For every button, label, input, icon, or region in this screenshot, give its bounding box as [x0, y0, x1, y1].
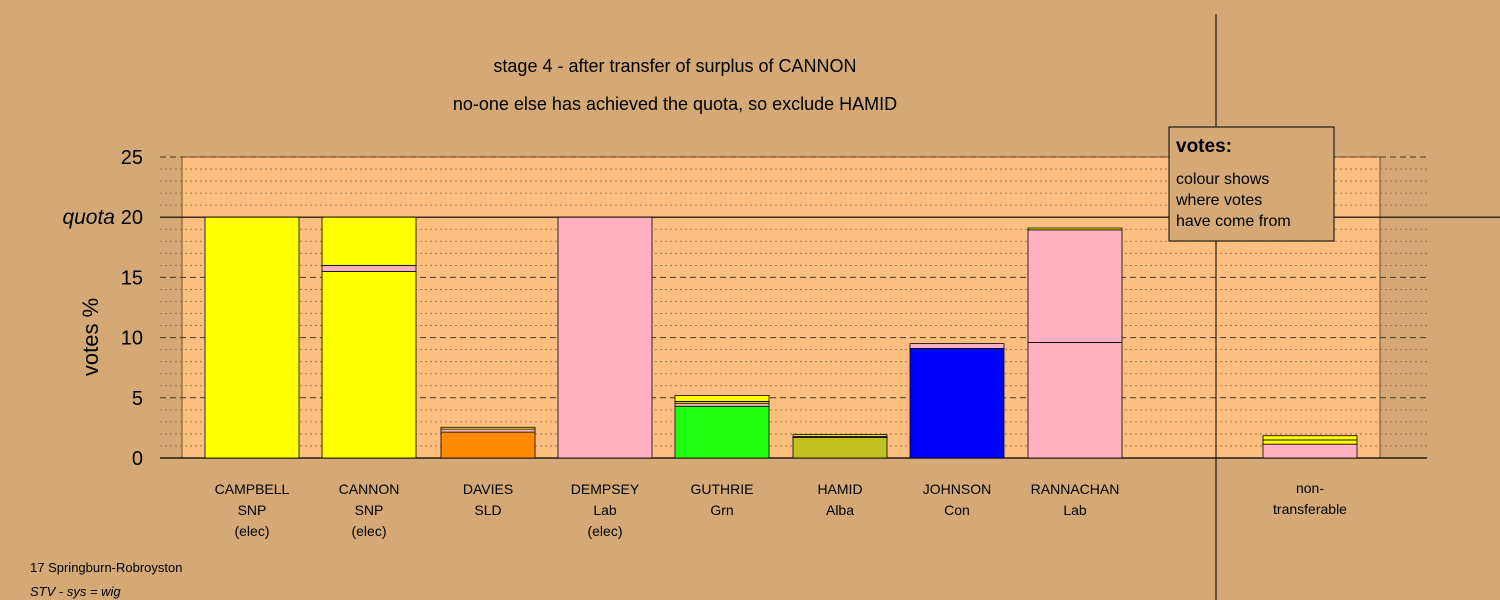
bar-segment	[321, 264, 417, 272]
bar-johnson	[909, 343, 1005, 459]
bar-segment	[674, 394, 770, 402]
x-label-johnson: JOHNSON	[923, 481, 991, 497]
bar-segment	[792, 437, 888, 459]
footer-system: STV - sys = wig	[30, 584, 121, 599]
legend-title: votes:	[1176, 136, 1232, 157]
y-tick-label: 25	[121, 147, 143, 169]
y-tick-label: 5	[132, 388, 143, 410]
x-label-dempsey: Lab	[593, 502, 617, 518]
y-tick-label: 20	[121, 207, 143, 229]
x-label-campbell: (elec)	[234, 523, 269, 539]
bar-segment	[440, 431, 536, 459]
bar-guthrie	[674, 394, 770, 459]
legend-box	[1168, 126, 1335, 242]
bar-segment	[1027, 229, 1123, 343]
x-label-davies: DAVIES	[463, 481, 513, 497]
x-labels: CAMPBELL SNP (elec) CANNON SNP (elec) DAVIES SL…	[215, 480, 1348, 539]
y-ticks: 0 5 10 15 20 25 quota	[62, 147, 143, 470]
legend-line-3: have come from	[1176, 213, 1291, 230]
x-label-dempsey: (elec)	[587, 523, 622, 539]
x-label-dempsey: DEMPSEY	[571, 481, 640, 497]
bar-segment	[674, 402, 770, 407]
bar-segment	[321, 270, 417, 459]
x-label-rannachan: RANNACHAN	[1031, 481, 1120, 497]
bar-segment	[674, 405, 770, 459]
x-label-nontransferable: non-	[1296, 480, 1324, 496]
y-tick-label: 0	[132, 448, 143, 470]
bar-segment	[792, 434, 888, 437]
x-label-hamid: HAMID	[817, 481, 862, 497]
quota-label: quota	[62, 206, 115, 229]
bar-segment	[1262, 443, 1358, 459]
y-tick-label: 15	[121, 267, 143, 289]
bar-segment	[1262, 435, 1358, 441]
x-label-hamid: Alba	[826, 502, 854, 518]
legend-line-2: where votes	[1175, 192, 1262, 209]
bar-segment	[1262, 439, 1358, 445]
bar-campbell	[204, 216, 300, 459]
bar-segment	[557, 216, 653, 459]
x-label-davies: SLD	[474, 502, 501, 518]
x-label-campbell: SNP	[238, 502, 267, 518]
x-label-guthrie: Grn	[710, 502, 733, 518]
bar-segment	[909, 343, 1005, 349]
legend: votes: colour shows where votes have com…	[1168, 126, 1335, 242]
legend-line-1: colour shows	[1176, 171, 1269, 188]
y-axis-label: votes %	[78, 298, 103, 376]
bar-dempsey	[557, 216, 653, 459]
x-label-cannon: SNP	[355, 502, 384, 518]
x-label-guthrie: GUTHRIE	[691, 481, 754, 497]
footer-ward: 17 Springburn-Robroyston	[30, 560, 182, 575]
x-label-nontransferable: transferable	[1273, 501, 1347, 517]
bar-segment	[1027, 227, 1123, 231]
bar-nontransferable	[1262, 435, 1358, 459]
bar-hamid	[792, 434, 888, 459]
bars	[204, 216, 1358, 459]
x-label-cannon: CANNON	[339, 481, 400, 497]
x-label-campbell: CAMPBELL	[215, 481, 290, 497]
bar-davies	[440, 426, 536, 459]
chart-subtitle: no-one else has achieved the quota, so e…	[453, 94, 897, 114]
bar-segment	[204, 216, 300, 459]
bar-segment	[909, 348, 1005, 459]
x-label-cannon: (elec)	[351, 523, 386, 539]
bar-rannachan	[1027, 227, 1123, 459]
x-label-johnson: Con	[944, 502, 970, 518]
bar-segment	[440, 426, 536, 430]
bar-segment	[1027, 342, 1123, 459]
chart-title: stage 4 - after transfer of surplus of C…	[493, 56, 856, 76]
x-label-rannachan: Lab	[1063, 502, 1087, 518]
y-tick-label: 10	[121, 328, 143, 350]
bar-segment	[440, 428, 536, 433]
bar-cannon	[321, 216, 417, 459]
bar-segment	[321, 216, 417, 266]
